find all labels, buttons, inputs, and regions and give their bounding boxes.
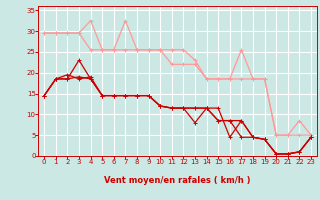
- X-axis label: Vent moyen/en rafales ( km/h ): Vent moyen/en rafales ( km/h ): [104, 176, 251, 185]
